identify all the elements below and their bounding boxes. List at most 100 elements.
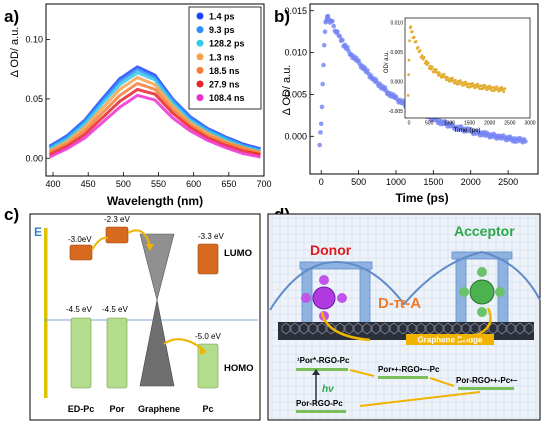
energy-axis — [44, 228, 48, 398]
inset-decay-point — [502, 90, 506, 94]
legend-label: 1.4 ps — [209, 12, 235, 22]
panel-a-frame — [45, 3, 265, 177]
inset-xtick-label: 1500 — [464, 121, 475, 127]
panel-a: a) 400 450 500 550 600 650 700 0.00 0.05 0.10 Δ O… — [4, 3, 272, 208]
panel-a-series — [48, 65, 261, 159]
b-xtick-label: 2000 — [461, 177, 481, 187]
inset-frame — [404, 17, 531, 119]
xlabel-graphene: Graphene — [138, 404, 180, 414]
legend-marker — [196, 53, 204, 61]
panel-b-axes: 0 500 1000 1500 2000 2500 0.000 0.005 0.010 0.015 — [284, 6, 518, 187]
ladder-arrow-2 — [429, 377, 455, 387]
inset-ytick-label: 0.000 — [390, 80, 403, 86]
legend-marker — [196, 66, 204, 74]
inset-decay-point — [407, 58, 411, 62]
recombination-arrow — [359, 391, 481, 407]
lattice-hexagon — [452, 322, 462, 335]
b-xtick-label: 0 — [319, 177, 324, 187]
inset-xtick-label: 3000 — [524, 121, 535, 127]
b-ytick-label: 0.000 — [284, 131, 307, 141]
porphyrin-core — [312, 286, 336, 310]
acceptor-label: Acceptor — [454, 223, 515, 239]
a-xtick-label: 700 — [256, 179, 271, 189]
legend-label: 1.3 ns — [209, 52, 235, 62]
dpa-label: D-π-A — [378, 295, 421, 312]
edpc-homo-value: -4.5 eV — [66, 305, 92, 314]
legend-marker — [196, 39, 204, 47]
lattice-hexagon — [362, 322, 372, 335]
legend-marker — [196, 12, 204, 20]
panel-a-axes: 400 450 500 550 600 650 700 0.00 0.05 0.10 — [25, 35, 271, 189]
panel-a-legend: 1.4 ps 9.3 ps 128.2 ps 1.3 ns 18.5 ns 27.9 ns… — [188, 6, 262, 110]
inset-axes: 0 500 1000 1500 2000 2500 3000 -0.005 0.000 0.005… — [389, 21, 536, 127]
legend-label: 18.5 ns — [209, 66, 240, 76]
xlabel-pc: Pc — [202, 404, 213, 414]
decay-point — [331, 23, 337, 29]
legend-marker — [196, 94, 204, 102]
inset-decay-point — [416, 46, 420, 49]
b-xtick-label: 1500 — [423, 177, 443, 187]
decay-point — [318, 121, 324, 127]
inset-decay-point — [439, 75, 443, 79]
pc-homo-value: -5.0 eV — [195, 332, 221, 341]
b-ytick-label: 0.010 — [284, 48, 307, 58]
inset-decay-point — [464, 80, 467, 84]
inset-decay-point — [454, 78, 457, 82]
por-homo-value: -4.5 eV — [102, 305, 128, 314]
lattice-hexagon — [488, 322, 498, 335]
decay-point — [346, 48, 351, 54]
spectrum-line — [48, 81, 261, 155]
lattice-hexagon — [344, 322, 354, 335]
panel-c-frame — [29, 213, 261, 421]
edpc-homo-box — [70, 317, 92, 389]
inset-decay-point — [432, 68, 436, 71]
phthalocyanine-arm-bottom — [477, 307, 487, 317]
inset-ytick-label: 0.010 — [390, 21, 403, 27]
panel-c-letter: c) — [4, 205, 19, 224]
lattice-hexagon — [443, 322, 453, 335]
decay-point — [335, 29, 340, 34]
inset-decay-point — [412, 35, 416, 39]
lattice-hexagon — [380, 322, 390, 335]
b-ytick-label: 0.015 — [284, 6, 307, 16]
panel-d-frame — [267, 213, 541, 421]
lattice-hexagon — [524, 322, 534, 335]
inset-decay-point — [444, 78, 448, 82]
por-lumo-box — [105, 226, 129, 244]
panel-b-ylabel: Δ OD/ a.u. — [281, 65, 293, 116]
inset-decay-point — [496, 87, 500, 91]
inset-decay-point — [424, 59, 428, 63]
por-lumo-value: -2.3 eV — [104, 215, 130, 224]
homo-label: HOMO — [224, 363, 254, 374]
lattice-hexagon — [506, 322, 516, 335]
inset-decay-point — [500, 85, 504, 89]
lattice-hexagon — [389, 322, 399, 335]
state-ground-bar — [296, 410, 346, 413]
state-s1-bar — [296, 368, 348, 371]
transfer-arrowhead-2 — [146, 244, 154, 251]
lattice-hexagon — [407, 322, 417, 335]
inset-decay-point — [442, 73, 446, 76]
decay-point — [321, 62, 326, 68]
panel-b: b) 0 500 1000 1500 2000 2500 0.000 0.005 0.010 0.… — [274, 3, 539, 205]
inset-decay-point — [476, 82, 479, 86]
porphyrin-arm-top — [319, 275, 329, 285]
inset-decay-point — [451, 76, 454, 80]
inset-ytick-label: 0.005 — [390, 50, 403, 56]
lattice-hexagon — [515, 322, 525, 335]
legend-label: 9.3 ps — [209, 25, 235, 35]
lattice-hexagon — [398, 322, 408, 335]
lattice-hexagon — [434, 322, 444, 335]
a-ytick-label: 0.10 — [25, 35, 43, 45]
transfer-arrowhead-3 — [200, 347, 207, 355]
energy-axis-label: E — [34, 225, 42, 239]
lumo-label: LUMO — [224, 248, 252, 259]
decay-point — [322, 29, 328, 34]
a-ytick-label: 0.05 — [25, 94, 43, 104]
xlabel-por: Por — [109, 404, 125, 414]
a-xtick-label: 600 — [186, 179, 201, 189]
decay-point — [345, 44, 350, 50]
xlabel-edpc: ED-Pc — [68, 404, 95, 414]
bridge-cables — [269, 250, 541, 311]
